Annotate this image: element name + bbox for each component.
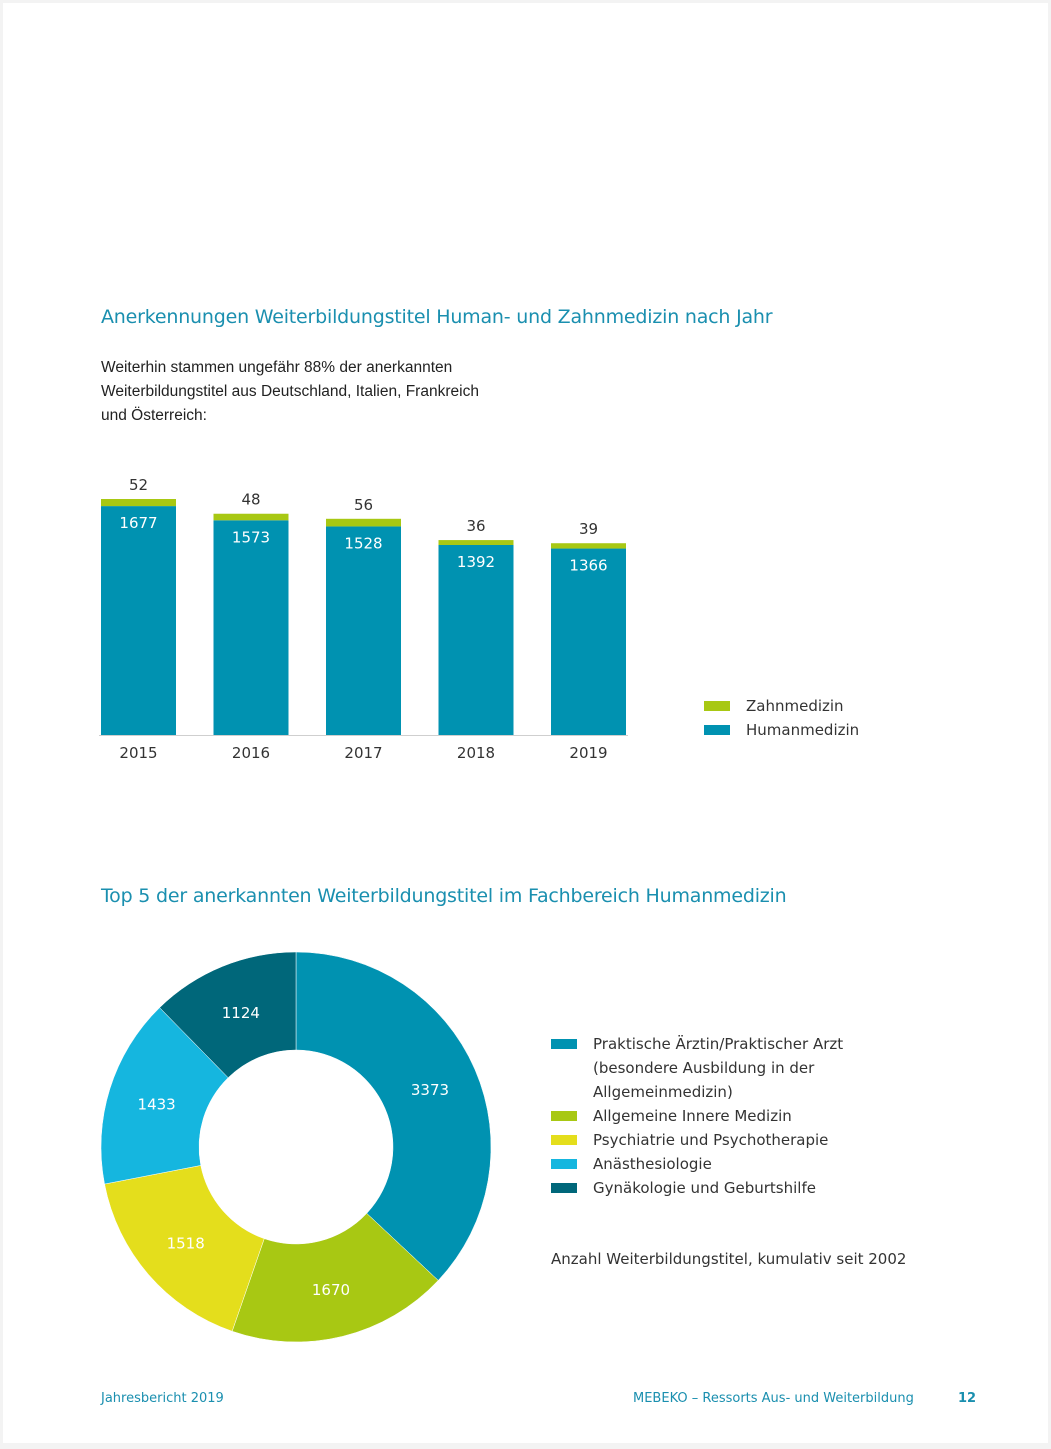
donut-chart-note: Anzahl Weiterbildungstitel, kumulativ se… — [551, 1250, 907, 1268]
bar-humanmedizin — [101, 506, 176, 735]
bar-humanmedizin — [326, 526, 401, 735]
legend-swatch — [551, 1135, 577, 1145]
legend-swatch — [551, 1111, 577, 1121]
donut-slice-label: 1124 — [222, 1004, 260, 1022]
donut-chart-legend: Praktische Ärztin/Praktischer Arzt (beson… — [551, 1032, 843, 1200]
legend-swatch — [551, 1183, 577, 1193]
legend-item: Anästhesiologie — [551, 1152, 843, 1176]
bar-chart-title: Anerkennungen Weiterbildungstitel Human-… — [101, 306, 773, 328]
x-tick-label: 2015 — [119, 744, 157, 762]
bar-label-humanmedizin: 1677 — [119, 514, 157, 532]
footer-report-title: Jahresbericht 2019 — [101, 1391, 224, 1406]
legend-item: Praktische Ärztin/Praktischer Arzt — [551, 1032, 843, 1056]
donut-slice-label: 3373 — [411, 1081, 449, 1099]
bar-label-zahnmedizin: 56 — [354, 496, 373, 514]
bar-label-humanmedizin: 1392 — [457, 553, 495, 571]
bar-zahnmedizin — [101, 499, 176, 507]
bar-zahnmedizin — [213, 513, 289, 521]
legend-label: Anästhesiologie — [593, 1155, 712, 1173]
legend-swatch — [704, 725, 730, 735]
donut-slice-label: 1670 — [312, 1281, 350, 1299]
x-tick-label: 2018 — [457, 744, 495, 762]
bar-label-zahnmedizin: 52 — [129, 476, 148, 494]
legend-label: Zahnmedizin — [746, 697, 844, 715]
legend-label: Allgemeine Innere Medizin — [593, 1107, 792, 1125]
legend-label: Psychiatrie und Psychotherapie — [593, 1131, 829, 1149]
intro-line: Weiterbildungstitel aus Deutschland, Ita… — [101, 383, 479, 400]
legend-label: Allgemeinmedizin) — [593, 1083, 733, 1101]
bar-chart-legend: Zahnmedizin Humanmedizin — [704, 694, 859, 742]
intro-line: Weiterhin stammen ungefähr 88% der anerk… — [101, 359, 453, 376]
legend-item: Gynäkologie und Geburtshilfe — [551, 1176, 843, 1200]
footer-page-number: 12 — [958, 1391, 977, 1406]
bar-label-zahnmedizin: 36 — [466, 517, 485, 535]
bar-label-humanmedizin: 1366 — [569, 557, 607, 575]
legend-label: Gynäkologie und Geburtshilfe — [593, 1179, 816, 1197]
legend-label: Humanmedizin — [746, 721, 860, 739]
donut-slice — [295, 951, 492, 1281]
x-tick-label: 2017 — [344, 744, 382, 762]
legend-swatch — [551, 1159, 577, 1169]
footer-section-title: MEBEKO – Ressorts Aus- und Weiterbildung — [633, 1391, 914, 1406]
bar-label-humanmedizin: 1528 — [344, 534, 382, 552]
legend-label: Praktische Ärztin/Praktischer Arzt — [593, 1035, 844, 1053]
donut-slice-label: 1518 — [167, 1235, 205, 1253]
donut-slice — [231, 1213, 439, 1343]
intro-paragraph: Weiterhin stammen ungefähr 88% der anerk… — [101, 356, 501, 428]
bar-label-zahnmedizin: 39 — [579, 520, 598, 538]
bar-zahnmedizin — [438, 540, 514, 545]
bar-zahnmedizin — [551, 543, 626, 549]
donut-slice-label: 1433 — [138, 1096, 176, 1114]
bar-label-zahnmedizin: 48 — [241, 491, 260, 509]
bar-humanmedizin — [551, 548, 626, 735]
x-tick-label: 2019 — [569, 744, 607, 762]
donut-slice — [159, 951, 297, 1079]
x-tick-label: 2016 — [232, 744, 270, 762]
legend-item: Humanmedizin — [704, 718, 859, 742]
bar-humanmedizin — [213, 520, 289, 735]
legend-item: (besondere Ausbildung in der — [551, 1056, 843, 1080]
intro-line: und Österreich: — [101, 407, 207, 424]
legend-swatch — [551, 1039, 577, 1049]
donut-chart-title: Top 5 der anerkannten Weiterbildungstite… — [101, 885, 787, 907]
legend-swatch — [704, 701, 730, 711]
donut-slice — [104, 1165, 265, 1332]
legend-item: Allgemeine Innere Medizin — [551, 1104, 843, 1128]
bar-humanmedizin — [438, 544, 514, 735]
legend-item: Psychiatrie und Psychotherapie — [551, 1128, 843, 1152]
legend-item: Allgemeinmedizin) — [551, 1080, 843, 1104]
legend-item: Zahnmedizin — [704, 694, 859, 718]
bar-zahnmedizin — [326, 518, 401, 527]
bar-label-humanmedizin: 1573 — [232, 528, 270, 546]
legend-label: (besondere Ausbildung in der — [593, 1059, 815, 1077]
donut-slice — [100, 1007, 229, 1185]
